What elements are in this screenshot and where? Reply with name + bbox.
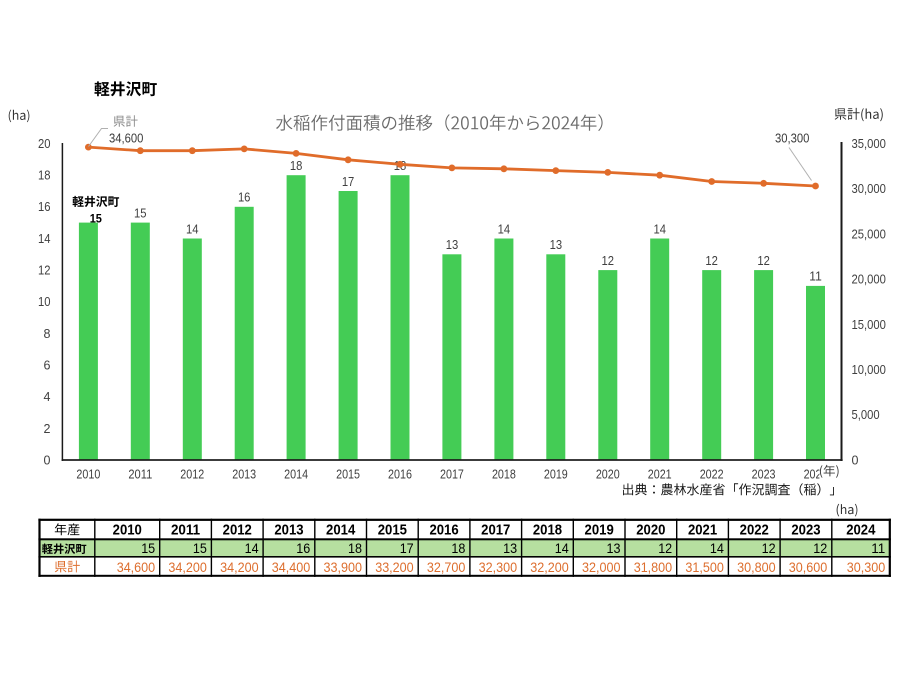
svg-text:2010: 2010 (76, 468, 100, 482)
svg-text:31,500: 31,500 (685, 559, 724, 575)
svg-text:34,600: 34,600 (117, 559, 156, 575)
svg-text:2014: 2014 (326, 523, 356, 539)
svg-text:14: 14 (38, 232, 51, 246)
svg-text:2023: 2023 (791, 523, 820, 539)
svg-text:20: 20 (38, 137, 51, 151)
svg-text:2014: 2014 (284, 468, 308, 482)
svg-text:34,200: 34,200 (168, 559, 207, 575)
svg-text:12: 12 (762, 540, 776, 556)
svg-text:13: 13 (503, 540, 517, 556)
svg-text:30,800: 30,800 (737, 559, 776, 575)
svg-text:14: 14 (186, 222, 199, 236)
svg-text:12: 12 (38, 264, 51, 278)
svg-text:30,000: 30,000 (852, 182, 886, 196)
svg-text:2011: 2011 (171, 523, 200, 539)
svg-text:13: 13 (446, 238, 459, 252)
svg-text:14: 14 (653, 222, 666, 236)
svg-text:13: 13 (607, 540, 621, 556)
svg-text:2020: 2020 (636, 523, 665, 539)
svg-text:2015: 2015 (336, 468, 360, 482)
svg-text:34,600: 34,600 (109, 132, 143, 146)
svg-text:12: 12 (602, 254, 615, 268)
svg-text:32,200: 32,200 (530, 559, 569, 575)
svg-text:2012: 2012 (180, 468, 204, 482)
svg-text:15: 15 (193, 540, 207, 556)
svg-text:2024: 2024 (846, 523, 876, 539)
svg-text:31,800: 31,800 (634, 559, 673, 575)
svg-text:15,000: 15,000 (852, 318, 886, 332)
svg-text:0: 0 (44, 453, 51, 467)
svg-text:14: 14 (498, 222, 511, 236)
svg-text:14: 14 (710, 540, 724, 556)
svg-text:2022: 2022 (700, 468, 724, 482)
svg-text:18: 18 (451, 540, 465, 556)
svg-text:16: 16 (296, 540, 310, 556)
svg-text:5,000: 5,000 (852, 408, 880, 422)
svg-text:32,000: 32,000 (582, 559, 621, 575)
svg-text:32,700: 32,700 (427, 559, 466, 575)
svg-text:2016: 2016 (388, 468, 412, 482)
svg-text:13: 13 (550, 238, 563, 252)
svg-text:2013: 2013 (232, 468, 256, 482)
svg-text:16: 16 (38, 200, 51, 214)
svg-text:12: 12 (813, 540, 827, 556)
svg-text:18: 18 (348, 540, 362, 556)
svg-text:33,200: 33,200 (375, 559, 414, 575)
svg-text:2019: 2019 (544, 468, 568, 482)
svg-text:15: 15 (141, 540, 155, 556)
svg-text:11: 11 (809, 270, 822, 284)
svg-text:2022: 2022 (740, 523, 769, 539)
svg-text:32,300: 32,300 (479, 559, 518, 575)
svg-text:33,900: 33,900 (324, 559, 363, 575)
svg-text:14: 14 (555, 540, 569, 556)
svg-text:2021: 2021 (688, 523, 717, 539)
svg-text:16: 16 (238, 191, 251, 205)
svg-text:25,000: 25,000 (852, 227, 886, 241)
svg-text:30,300: 30,300 (847, 559, 886, 575)
svg-text:2018: 2018 (533, 523, 562, 539)
svg-text:20,000: 20,000 (852, 273, 886, 287)
svg-text:2018: 2018 (492, 468, 516, 482)
svg-text:2017: 2017 (440, 468, 464, 482)
svg-text:4: 4 (44, 390, 51, 404)
svg-text:2017: 2017 (481, 523, 510, 539)
svg-text:18: 18 (290, 159, 303, 173)
svg-text:10: 10 (38, 295, 51, 309)
svg-text:2019: 2019 (585, 523, 614, 539)
svg-text:15: 15 (134, 206, 147, 220)
svg-text:17: 17 (342, 175, 355, 189)
svg-text:18: 18 (38, 169, 51, 183)
svg-text:30,600: 30,600 (789, 559, 828, 575)
svg-text:11: 11 (871, 540, 885, 556)
svg-text:2015: 2015 (378, 523, 407, 539)
svg-text:2012: 2012 (223, 523, 252, 539)
svg-text:30,300: 30,300 (775, 132, 809, 146)
svg-text:8: 8 (44, 327, 51, 341)
svg-text:12: 12 (757, 254, 770, 268)
svg-text:0: 0 (852, 453, 859, 467)
svg-text:2020: 2020 (596, 468, 620, 482)
svg-text:10,000: 10,000 (852, 363, 886, 377)
svg-text:2021: 2021 (648, 468, 672, 482)
svg-text:17: 17 (400, 540, 414, 556)
svg-text:34,200: 34,200 (220, 559, 259, 575)
svg-text:2: 2 (44, 422, 51, 436)
svg-text:2023: 2023 (752, 468, 776, 482)
svg-text:2010: 2010 (113, 523, 142, 539)
svg-text:12: 12 (705, 254, 718, 268)
svg-text:15: 15 (90, 211, 102, 225)
svg-text:12: 12 (658, 540, 672, 556)
svg-text:14: 14 (245, 540, 259, 556)
svg-text:2011: 2011 (128, 468, 152, 482)
svg-text:34,400: 34,400 (272, 559, 311, 575)
svg-text:2016: 2016 (429, 523, 458, 539)
svg-text:2013: 2013 (274, 523, 303, 539)
svg-text:35,000: 35,000 (852, 137, 886, 151)
svg-text:6: 6 (44, 358, 51, 372)
